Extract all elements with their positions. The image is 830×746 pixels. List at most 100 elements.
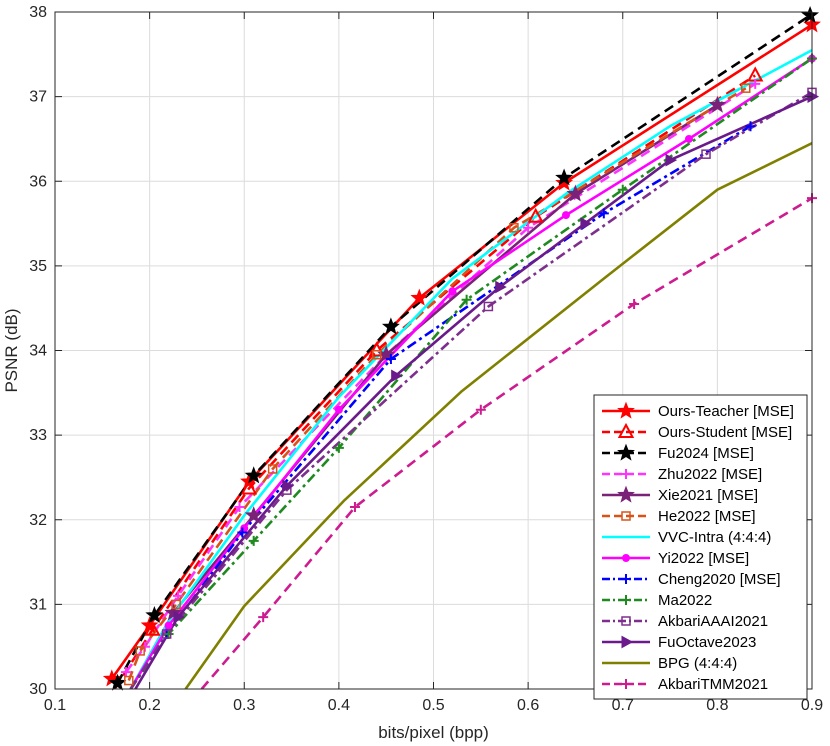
legend-marker-ours-teacher-mse [617,401,635,419]
marker-cheng2020-mse [598,208,609,219]
x-tick-label: 0.3 [233,697,255,714]
marker-yi2022-mse [448,287,457,296]
legend-box [593,394,808,700]
marker-zhu2022-mse [120,667,131,678]
y-tick-label: 36 [29,173,47,190]
y-tick-label: 34 [29,343,47,360]
series-line-yi2022-mse [129,57,812,689]
x-tick-label: 0.9 [801,697,823,714]
legend-label-akbariaaai2021: AkbariAAAI2021 [658,613,768,630]
x-tick-label: 0.2 [139,697,161,714]
legend-marker-ma2022 [621,595,631,605]
marker-ma2022 [333,442,344,453]
marker-yi2022-mse [684,134,693,143]
marker-fu2024-mse [555,168,574,186]
x-tick-label: 0.8 [706,697,728,714]
marker-fu2024-mse [244,466,263,484]
legend-label-bpg-4-4-4: BPG (4:4:4) [658,655,737,672]
marker-xie2021-mse [708,95,727,113]
axis-ticks: 0.1 0.2 0.3 0.4 0.5 0.6 0.7 0.8 0.9 30 31 32 33 34 35 3… [29,4,823,714]
marker-ours-student-mse [240,479,258,495]
marker-fuoctave2023 [391,369,403,383]
y-tick-label: 38 [29,4,47,21]
series-line-cheng2020-mse [129,125,752,689]
y-tick-label: 32 [29,512,47,529]
marker-fu2024-mse [801,6,820,24]
legend-label-akbaritmm2021: AkbariTMM2021 [658,676,768,693]
series-line-he2022-mse [127,87,747,681]
marker-zhu2022-mse [750,78,761,89]
series-markers [102,6,821,691]
y-tick-label: 30 [29,681,47,698]
marker-zhu2022-mse [523,222,534,233]
marker-yi2022-mse [164,621,173,630]
x-axis-title: bits/pixel (bpp) [378,723,489,742]
marker-fuoctave2023 [665,153,678,167]
legend-label-vvc-intra-4-4-4: VVC-Intra (4:4:4) [658,529,771,546]
marker-fuoctave2023 [173,610,186,624]
marker-xie2021-mse [164,603,183,621]
marker-ma2022 [248,535,259,546]
marker-zhu2022-mse [173,590,184,601]
marker-akbaritmm2021 [349,502,360,513]
marker-fuoctave2023 [495,280,507,294]
marker-he2022-mse [171,599,181,610]
legend-marker-akbariaaai2021 [621,616,631,626]
marker-fuoctave2023 [282,479,294,493]
marker-fu2024-mse [108,673,127,691]
legend-label-fuoctave2023: FuOctave2023 [658,634,756,651]
marker-akbaritmm2021 [475,404,486,415]
legend-marker-fuoctave2023 [621,635,634,649]
legend-marker-yi2022-mse [622,554,630,562]
marker-xie2021-mse [566,184,585,202]
legend-label-ours-student-mse: Ours-Student [MSE] [658,424,792,441]
legend-label-ours-teacher-mse: Ours-Teacher [MSE] [658,403,794,420]
legend-label-cheng2020-mse: Cheng2020 [MSE] [658,571,781,588]
marker-he2022-mse [124,675,134,686]
y-axis-title: PSNR (dB) [2,308,21,392]
marker-akbariaaai2021 [161,629,172,639]
marker-akbariaaai2021 [701,149,711,159]
series-line-akbaritmm2021 [200,197,812,689]
marker-ours-student-mse [144,620,161,636]
legend-label-xie2021-mse: Xie2021 [MSE] [658,487,758,504]
marker-fu2024-mse [381,317,400,335]
legend-marker-cheng2020-mse [621,574,631,584]
legend-label-fu2024-mse: Fu2024 [MSE] [658,445,754,462]
x-tick-label: 0.5 [422,697,444,714]
marker-ours-teacher-mse [410,288,429,306]
series-line-bpg-4-4-4 [184,142,812,689]
marker-akbariaaai2021 [483,301,494,312]
marker-ma2022 [617,184,628,195]
marker-cheng2020-mse [745,121,756,132]
legend-label-ma2022: Ma2022 [658,592,712,609]
marker-akbaritmm2021 [258,612,269,623]
y-tick-label: 33 [29,427,47,444]
legend-marker-zhu2022-mse [621,469,631,479]
legend: Ours-Teacher [MSE] Ours-Student [MSE] Fu20… [593,394,808,700]
marker-zhu2022-mse [234,502,245,513]
marker-akbaritmm2021 [629,298,640,309]
marker-fuoctave2023 [580,217,592,230]
marker-ma2022 [461,294,472,305]
marker-fu2024-mse [145,606,164,623]
marker-cheng2020-mse [237,527,248,538]
marker-yi2022-mse [561,211,570,220]
x-tick-label: 0.1 [44,697,66,714]
marker-he2022-mse [371,349,382,360]
y-tick-label: 35 [29,258,47,275]
series-line-fuoctave2023 [134,95,812,689]
marker-he2022-mse [509,223,519,233]
legend-marker-ours-student-mse [617,422,635,438]
series-line-vvc-intra-4-4-4 [129,48,812,689]
legend-marker-he2022-mse [621,511,631,521]
marker-cheng2020-mse [385,353,396,364]
marker-yi2022-mse [334,405,343,414]
marker-ours-teacher-mse [555,173,574,191]
y-tick-label: 31 [29,596,47,613]
x-tick-label: 0.6 [517,697,539,714]
legend-label-yi2022-mse: Yi2022 [MSE] [658,550,749,567]
legend-marker-akbaritmm2021 [621,679,631,689]
